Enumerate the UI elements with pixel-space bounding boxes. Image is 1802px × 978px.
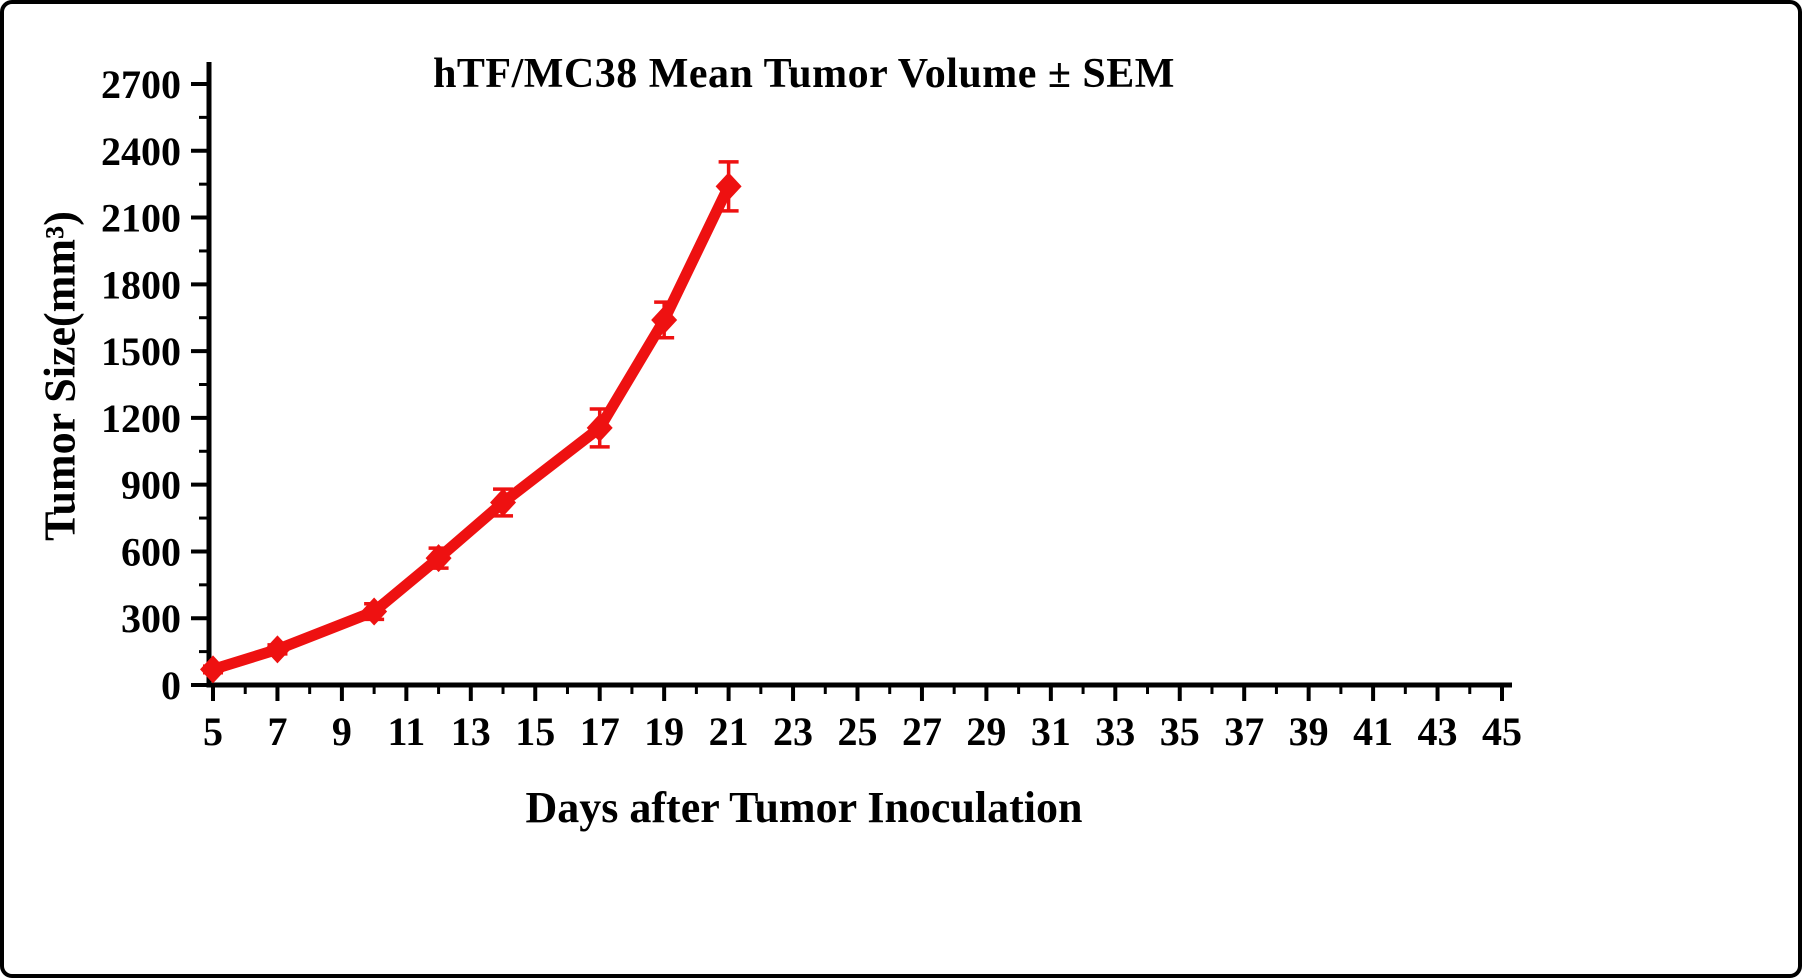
svg-text:37: 37 <box>1224 709 1264 754</box>
svg-text:19: 19 <box>644 709 684 754</box>
svg-text:1200: 1200 <box>101 396 181 441</box>
svg-text:45: 45 <box>1482 709 1522 754</box>
svg-text:43: 43 <box>1418 709 1458 754</box>
svg-text:0: 0 <box>161 663 181 708</box>
svg-text:31: 31 <box>1031 709 1071 754</box>
svg-text:41: 41 <box>1353 709 1393 754</box>
svg-text:7: 7 <box>267 709 287 754</box>
svg-text:600: 600 <box>121 529 181 574</box>
chart-canvas: 5 7 9 11 13 15 17 19 21 23 25 27 29 31 33 35 37 39 41 43 45 0… <box>101 62 1522 754</box>
svg-text:39: 39 <box>1289 709 1329 754</box>
svg-text:15: 15 <box>515 709 555 754</box>
svg-text:29: 29 <box>966 709 1006 754</box>
svg-text:2100: 2100 <box>101 196 181 241</box>
svg-text:2700: 2700 <box>101 62 181 107</box>
svg-text:1500: 1500 <box>101 329 181 374</box>
svg-text:11: 11 <box>387 709 425 754</box>
svg-text:33: 33 <box>1095 709 1135 754</box>
svg-text:1800: 1800 <box>101 262 181 307</box>
svg-text:35: 35 <box>1160 709 1200 754</box>
svg-text:2400: 2400 <box>101 129 181 174</box>
svg-text:300: 300 <box>121 596 181 641</box>
chart-title: hTF/MC38 Mean Tumor Volume ± SEM <box>433 51 1175 97</box>
svg-text:23: 23 <box>773 709 813 754</box>
svg-text:17: 17 <box>580 709 620 754</box>
svg-text:5: 5 <box>203 709 223 754</box>
svg-text:9: 9 <box>332 709 352 754</box>
svg-text:13: 13 <box>451 709 491 754</box>
x-axis-label: Days after Tumor Inoculation <box>525 783 1083 832</box>
svg-text:25: 25 <box>838 709 878 754</box>
svg-text:21: 21 <box>709 709 749 754</box>
svg-text:900: 900 <box>121 463 181 508</box>
svg-text:27: 27 <box>902 709 942 754</box>
